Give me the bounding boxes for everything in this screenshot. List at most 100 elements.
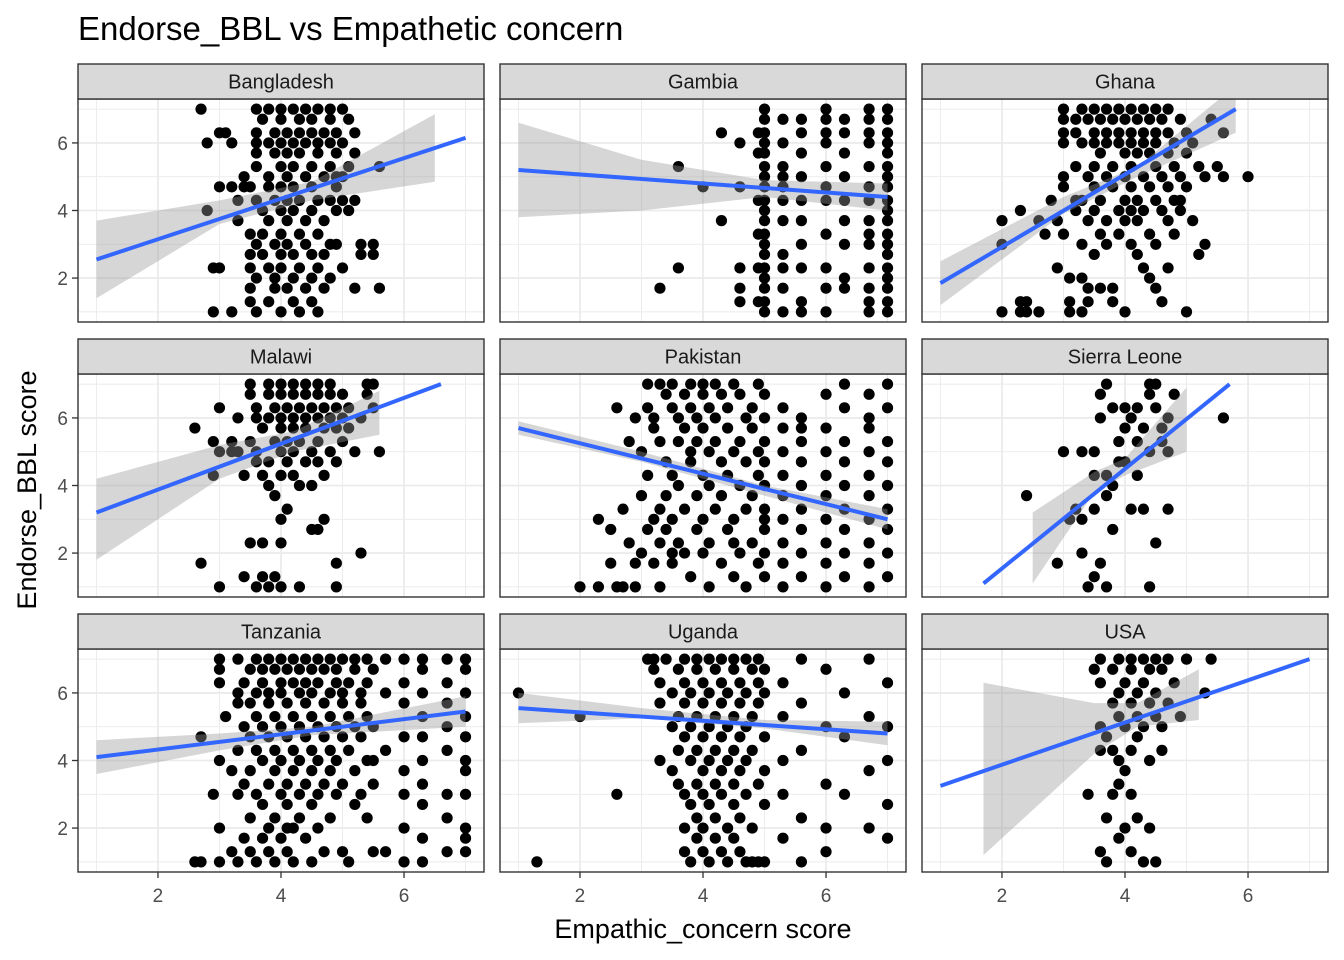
x-tick-label: 4 (1120, 886, 1131, 907)
data-point (416, 856, 429, 868)
data-point (1076, 513, 1088, 525)
data-point (820, 537, 832, 549)
data-point (1094, 653, 1106, 665)
data-point (629, 412, 641, 424)
data-point (275, 412, 287, 424)
data-point (1150, 137, 1162, 149)
data-point (777, 306, 789, 318)
data-point (213, 677, 226, 689)
data-point (1156, 171, 1168, 183)
data-point (1113, 435, 1125, 448)
data-point (441, 812, 453, 824)
data-point (263, 687, 275, 699)
data-point (1168, 228, 1180, 240)
data-point (1131, 469, 1143, 481)
y-tick-label: 6 (57, 134, 68, 155)
data-point (685, 754, 697, 767)
data-point (324, 412, 336, 424)
data-point (1070, 204, 1082, 217)
data-point (293, 721, 306, 733)
data-point (1051, 262, 1063, 274)
data-point (287, 272, 299, 284)
data-point (1125, 663, 1137, 675)
data-point (287, 103, 299, 115)
data-point (275, 228, 287, 240)
data-point (1131, 731, 1143, 743)
data-point (777, 557, 789, 569)
data-point (795, 571, 808, 583)
data-point (312, 754, 324, 767)
x-tick-label: 2 (575, 886, 586, 907)
data-point (343, 710, 355, 723)
facet-panel: Bangladesh 2 4 6 (57, 63, 485, 323)
data-point (312, 194, 324, 206)
data-point (758, 523, 771, 536)
data-point (838, 687, 851, 699)
panel-plot-area (95, 103, 467, 318)
data-point (838, 282, 851, 294)
data-point (881, 456, 894, 468)
data-point (795, 856, 808, 868)
data-point (777, 402, 789, 414)
data-point (1064, 296, 1076, 308)
data-point (1119, 147, 1131, 159)
data-point (777, 513, 789, 525)
data-point (746, 822, 758, 834)
data-point (715, 557, 728, 569)
data-point (820, 422, 832, 434)
data-point (1094, 412, 1106, 424)
data-point (758, 663, 771, 675)
data-point (623, 537, 635, 549)
data-point (275, 581, 287, 593)
data-point (740, 788, 752, 800)
data-point (672, 744, 684, 756)
data-point (232, 687, 244, 699)
data-point (1137, 103, 1150, 115)
data-point (795, 435, 808, 448)
data-point (654, 677, 666, 689)
x-tick-label: 4 (276, 886, 287, 907)
data-point (1162, 503, 1174, 515)
data-point (1199, 171, 1211, 183)
data-point (1125, 412, 1137, 424)
panel-plot-area (939, 99, 1254, 318)
data-point (263, 581, 275, 593)
data-point (752, 778, 764, 790)
data-point (416, 832, 429, 844)
data-point (672, 663, 684, 675)
data-point (740, 412, 752, 424)
data-point (287, 446, 299, 458)
data-point (722, 422, 734, 434)
data-point (300, 238, 312, 250)
data-point (1144, 181, 1156, 193)
data-point (324, 812, 336, 824)
data-point (666, 513, 678, 525)
data-point (1125, 238, 1137, 250)
data-point (275, 113, 287, 125)
data-point (336, 697, 349, 709)
data-point (398, 788, 410, 800)
data-point (648, 412, 660, 424)
data-point (324, 710, 336, 723)
data-point (1100, 856, 1113, 868)
data-point (672, 435, 684, 448)
data-point (1125, 127, 1137, 139)
data-point (838, 378, 851, 390)
data-point (201, 137, 213, 149)
data-point (256, 798, 269, 811)
data-point (263, 697, 275, 709)
data-point (275, 537, 287, 549)
data-point (996, 306, 1008, 318)
data-point (642, 378, 654, 390)
data-point (1162, 653, 1174, 665)
strip-background (921, 338, 1329, 375)
data-point (256, 754, 269, 767)
data-point (685, 571, 697, 583)
data-point (777, 422, 789, 434)
data-point (1100, 731, 1113, 743)
data-point (318, 697, 330, 709)
data-point (752, 446, 764, 458)
data-point (685, 446, 697, 458)
data-point (1125, 137, 1137, 149)
data-point (226, 765, 238, 777)
